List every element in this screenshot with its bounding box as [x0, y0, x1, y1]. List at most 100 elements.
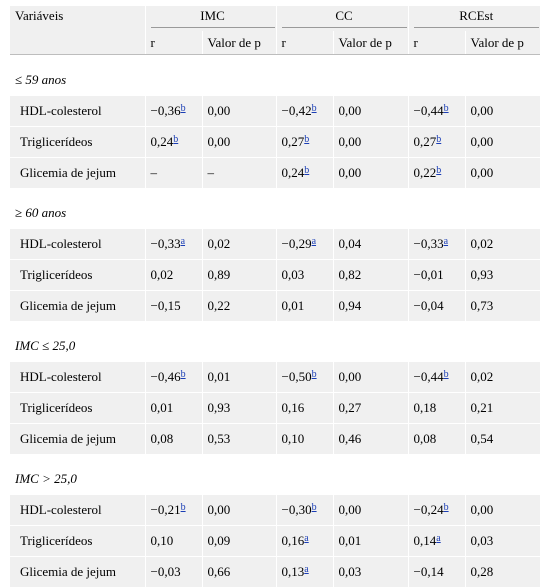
cell-value: −0,29	[281, 236, 312, 251]
cell-value: 0,46	[338, 431, 362, 446]
row-label: Triglicerídeos	[10, 259, 145, 291]
footnote-link[interactable]: b	[311, 502, 317, 513]
cell-value: −0,04	[413, 298, 444, 313]
r-value-cell: −0,50b	[275, 361, 333, 393]
p-value-cell: 0,00	[201, 126, 276, 158]
cell-value: 0,54	[470, 431, 494, 446]
cell-value: 0,28	[470, 564, 494, 579]
cell-value: 0,89	[207, 267, 231, 282]
table-row: Triglicerídeos 0,24b 0,00 0,27b 0,00 0,27b 0,0…	[10, 126, 540, 158]
r-value-cell: 0,02	[144, 259, 202, 291]
cell-value: 0,00	[470, 502, 494, 517]
r-value-cell: −0,03	[144, 556, 202, 587]
p-value-cell: 0,21	[464, 392, 540, 424]
cell-value: 0,03	[470, 533, 494, 548]
footnote-link[interactable]: b	[443, 502, 449, 513]
footnote-link[interactable]: a	[443, 236, 449, 247]
section-heading-row: IMC > 25,0	[10, 464, 540, 495]
header-r-rcest: r	[407, 31, 465, 55]
r-value-cell: −0,42b	[275, 95, 333, 127]
table-row: Glicemia de jejum −0,03 0,66 0,13a 0,03 −0,14…	[10, 556, 540, 587]
cell-value: 0,21	[470, 400, 494, 415]
footnote-link[interactable]: b	[180, 103, 186, 114]
cell-value: 0,02	[207, 236, 231, 251]
row-label: HDL-colesterol	[10, 361, 145, 393]
table-row: Glicemia de jejum −0,15 0,22 0,01 0,94 −0,04 0…	[10, 290, 540, 321]
r-value-cell: −0,44b	[407, 361, 465, 393]
header-variables: Variáveis	[10, 6, 145, 31]
r-value-cell: −0,44b	[407, 95, 465, 127]
p-value-cell: 0,89	[201, 259, 276, 291]
cell-value: 0,01	[338, 533, 362, 548]
cell-value: −0,46	[150, 369, 181, 384]
r-value-cell: −0,33a	[407, 228, 465, 260]
section-title: IMC ≤ 25,0	[15, 338, 76, 353]
table-row: Triglicerídeos 0,10 0,09 0,16a 0,01 0,14a 0,03	[10, 525, 540, 557]
cell-value: 0,09	[207, 533, 231, 548]
footnote-link[interactable]: b	[443, 103, 449, 114]
row-label: Triglicerídeos	[10, 525, 145, 557]
cell-value: −0,50	[281, 369, 312, 384]
section-title: IMC > 25,0	[15, 471, 77, 486]
footnote-link[interactable]: a	[311, 236, 317, 247]
footnote-link[interactable]: b	[180, 502, 186, 513]
footnote-link[interactable]: a	[304, 564, 309, 575]
r-value-cell: 0,01	[275, 290, 333, 321]
p-value-cell: 0,66	[201, 556, 276, 587]
p-value-cell: 0,93	[201, 392, 276, 424]
footnote-link[interactable]: b	[180, 369, 186, 380]
footnote-link[interactable]: b	[304, 165, 310, 176]
p-value-cell: 0,73	[464, 290, 540, 321]
r-value-cell: 0,16	[275, 392, 333, 424]
cell-value: 0,00	[207, 103, 231, 118]
footnote-link[interactable]: b	[304, 134, 310, 145]
r-value-cell: 0,27b	[275, 126, 333, 158]
r-value-cell: 0,08	[407, 423, 465, 454]
cell-value: 0,00	[470, 103, 494, 118]
p-value-cell: 0,04	[332, 228, 408, 260]
footnote-link[interactable]: b	[173, 134, 179, 145]
footnote-link[interactable]: b	[436, 165, 442, 176]
footnote-link[interactable]: a	[180, 236, 186, 247]
cell-value: 0,73	[470, 298, 494, 313]
p-value-cell: 0,09	[201, 525, 276, 557]
section-spacer	[10, 55, 540, 66]
header-group-rcest: RCEst	[407, 6, 540, 31]
p-value-cell: 0,27	[332, 392, 408, 424]
table-row: HDL-colesterol −0,46b 0,01 −0,50b 0,00 −0,44b…	[10, 361, 540, 393]
cell-value: 0,08	[413, 431, 437, 446]
footnote-link[interactable]: b	[311, 369, 317, 380]
footnote-link[interactable]: b	[443, 369, 449, 380]
p-value-cell: 0,00	[201, 95, 276, 127]
header-group-imc: IMC	[144, 6, 276, 31]
footnote-link[interactable]: b	[311, 103, 317, 114]
header-r-imc: r	[144, 31, 202, 55]
r-value-cell: −0,33a	[144, 228, 202, 260]
r-value-cell: 0,03	[275, 259, 333, 291]
cell-value: 0,14	[413, 533, 437, 548]
p-value-cell: 0,03	[464, 525, 540, 557]
p-value-cell: 0,03	[332, 556, 408, 587]
section-title: ≤ 59 anos	[15, 72, 67, 87]
table-body: ≤ 59 anos HDL-colesterol −0,36b 0,00 −0,42b 0…	[10, 55, 540, 587]
p-value-cell: 0,00	[201, 494, 276, 526]
cell-value: –	[150, 165, 158, 180]
row-label: HDL-colesterol	[10, 95, 145, 127]
cell-value: −0,24	[413, 502, 444, 517]
p-value-cell: 0,01	[332, 525, 408, 557]
cell-value: −0,21	[150, 502, 181, 517]
cell-value: –	[207, 165, 215, 180]
p-value-cell: 0,00	[332, 126, 408, 158]
r-value-cell: −0,04	[407, 290, 465, 321]
header-group-cc: CC	[275, 6, 408, 31]
cell-value: −0,33	[413, 236, 444, 251]
cell-value: 0,27	[413, 134, 437, 149]
cell-value: 0,00	[338, 165, 362, 180]
footnote-link[interactable]: b	[436, 134, 442, 145]
cell-value: −0,15	[150, 298, 181, 313]
footnote-link[interactable]: a	[304, 533, 309, 544]
cell-value: 0,08	[150, 431, 174, 446]
footnote-link[interactable]: a	[436, 533, 441, 544]
cell-value: 0,27	[281, 134, 305, 149]
cell-value: 0,00	[338, 502, 362, 517]
